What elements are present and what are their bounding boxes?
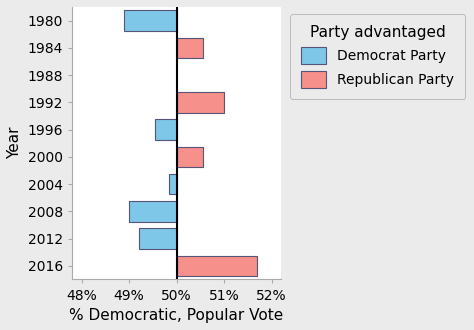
Legend: Democrat Party, Republican Party: Democrat Party, Republican Party [290, 14, 465, 99]
Bar [124, 10, 177, 31]
Y-axis label: Year: Year [7, 127, 22, 159]
Bar [155, 119, 177, 140]
Bar [177, 38, 203, 58]
Bar [177, 256, 257, 276]
X-axis label: % Democratic, Popular Vote: % Democratic, Popular Vote [70, 308, 284, 323]
Bar [177, 92, 224, 113]
Bar [169, 174, 177, 194]
Bar [138, 228, 177, 249]
Bar [129, 201, 177, 221]
Bar [177, 147, 203, 167]
